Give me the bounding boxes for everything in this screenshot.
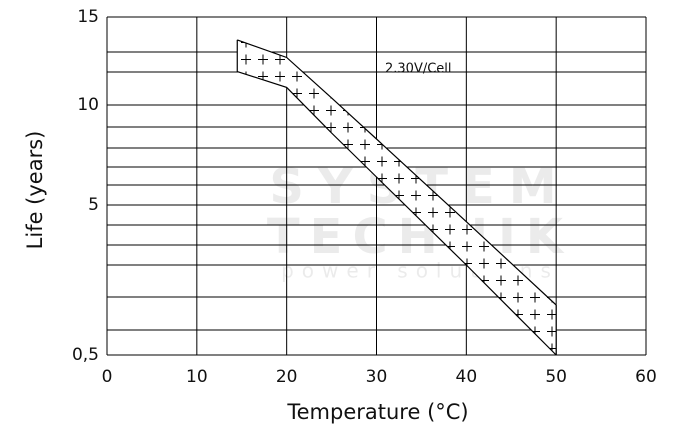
x-tick-label: 60 (635, 367, 657, 387)
watermark: TECHNIK (267, 209, 573, 265)
y-tick-label: 0,5 (72, 345, 99, 365)
y-tick-label: 10 (77, 95, 99, 115)
x-tick-label: 10 (186, 367, 208, 387)
x-tick-label: 50 (545, 367, 567, 387)
x-tick-label: 40 (456, 367, 478, 387)
band-fill (237, 39, 557, 355)
y-tick-label: 15 (77, 7, 99, 27)
x-tick-label: 0 (102, 367, 113, 387)
x-tick-label: 20 (276, 367, 298, 387)
x-tick-label: 30 (366, 367, 388, 387)
band-edge (237, 39, 557, 306)
x-axis-title: Temperature (°C) (286, 400, 468, 424)
y-axis-title: Life (years) (23, 131, 47, 250)
y-tick-label: 5 (88, 195, 99, 215)
band-edge (237, 70, 557, 356)
annotation: 2.30V/Cell (385, 62, 452, 77)
